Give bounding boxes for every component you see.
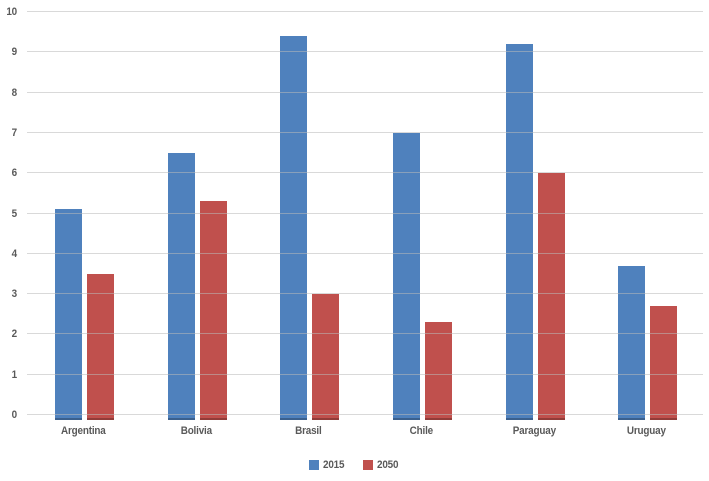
y-axis-tick-label: 6	[11, 166, 18, 179]
bar-paraguay-2050	[537, 173, 565, 420]
y-axis-tick-label: 8	[11, 86, 18, 99]
x-axis-label-argentina: Argentina	[61, 425, 106, 437]
y-axis-tick-label: 5	[11, 207, 18, 220]
bar-paraguay-2015	[505, 44, 533, 420]
y-axis-tick-label: 0	[11, 408, 18, 421]
y-axis-tick-label: 9	[11, 46, 18, 59]
legend-item-2050: 2050	[362, 459, 401, 471]
y-axis-tick-label: 7	[11, 126, 18, 139]
x-axis-label-bolivia: Bolivia	[180, 425, 212, 437]
bar-chile-2050	[425, 322, 452, 420]
bar-argentina-2050	[87, 273, 114, 421]
legend: 2015 2050	[0, 459, 709, 471]
x-axis-label-brasil: Brasil	[295, 425, 322, 437]
legend-swatch-2050	[362, 460, 373, 470]
bar-bolivia-2050	[199, 201, 227, 420]
legend-label-2015: 2015	[322, 459, 345, 471]
bar-argentina-2015	[55, 209, 82, 420]
y-axis-tick-label: 3	[11, 287, 18, 300]
bars-layer	[27, 12, 703, 421]
y-axis-tick-label: 2	[11, 328, 18, 341]
y-axis-tick-label: 4	[11, 247, 18, 260]
bar-chile-2015	[393, 132, 420, 421]
legend-swatch-2015	[308, 460, 319, 470]
x-axis-label-chile: Chile	[409, 425, 433, 437]
y-axis-tick-label: 1	[11, 368, 18, 381]
bar-brasil-2015	[280, 36, 308, 420]
bar-uruguay-2015	[618, 265, 646, 421]
plot-area	[27, 11, 703, 421]
bar-brasil-2050	[312, 294, 340, 420]
legend-item-2015: 2015	[308, 459, 347, 471]
x-axis-label-uruguay: Uruguay	[627, 425, 667, 437]
x-axis-label-paraguay: Paraguay	[512, 425, 556, 437]
bar-uruguay-2050	[650, 306, 678, 420]
legend-label-2050: 2050	[376, 459, 398, 471]
bar-bolivia-2015	[167, 153, 195, 420]
y-axis-tick-label: 10	[6, 5, 17, 18]
